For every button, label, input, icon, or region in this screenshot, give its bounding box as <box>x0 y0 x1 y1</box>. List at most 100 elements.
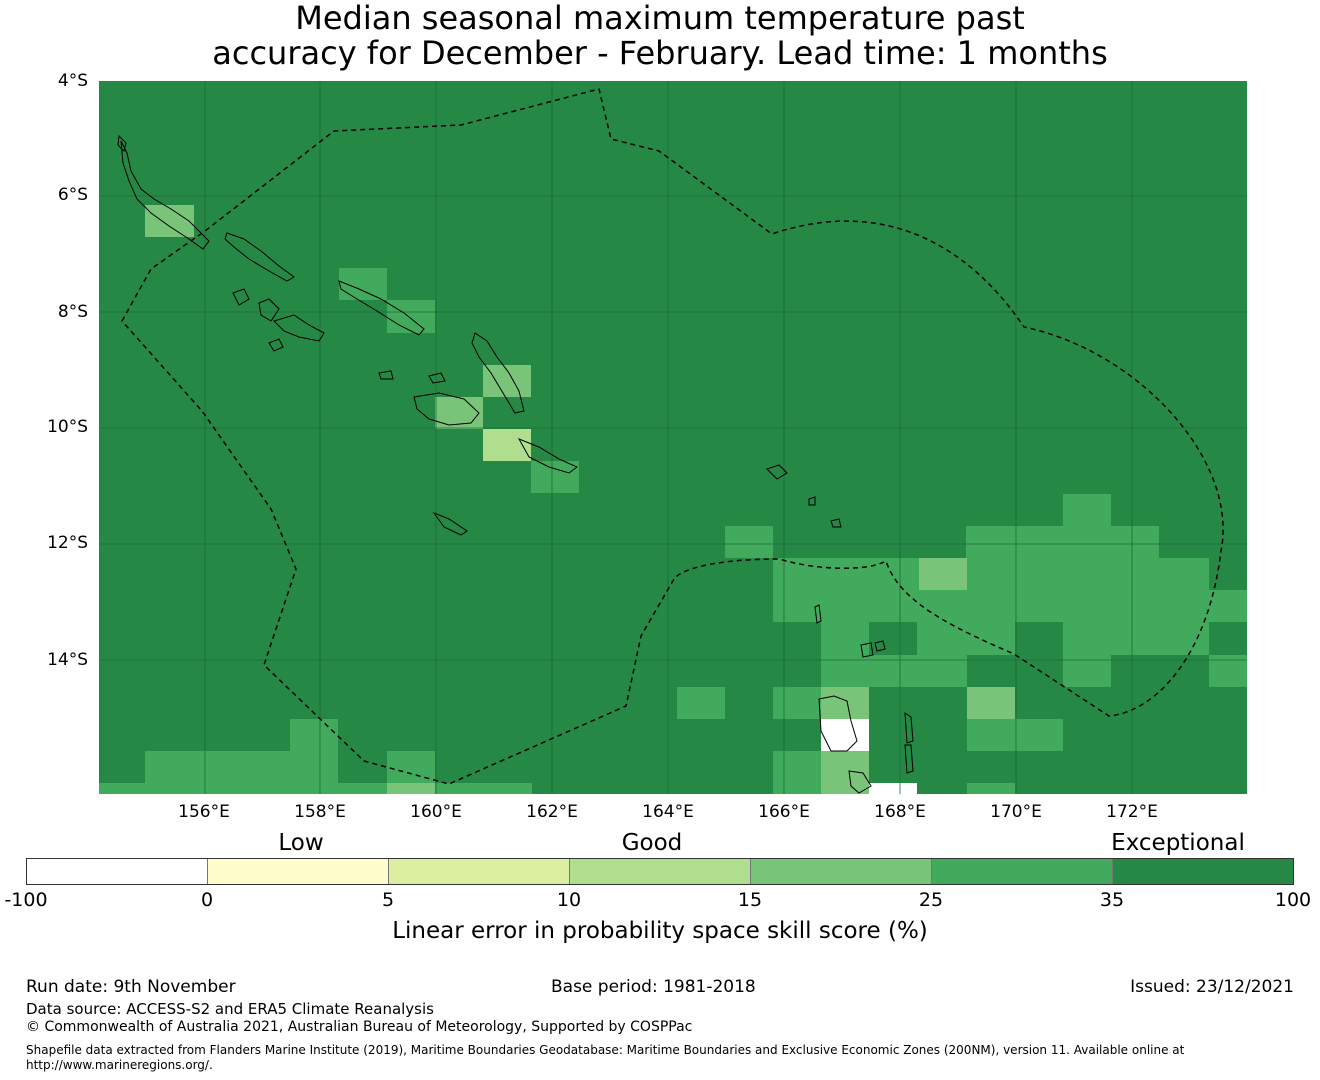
lon-label-160e: 160°E <box>410 802 462 822</box>
coast-new-georgia <box>258 298 280 322</box>
colorbar-tick: 10 <box>556 889 582 911</box>
cell <box>99 783 532 794</box>
lat-label-12s: 12°S <box>47 533 88 553</box>
skill-score-cells <box>99 205 1247 794</box>
lon-label-158e: 158°E <box>294 802 346 822</box>
cell <box>821 751 869 783</box>
cell <box>145 751 338 783</box>
coast-maewo <box>904 712 914 744</box>
cell <box>967 719 1063 751</box>
legend-category-good: Good <box>621 830 683 856</box>
gridlines <box>99 81 1247 794</box>
shapefile-credit: Shapefile data extracted from Flanders M… <box>26 1043 1185 1057</box>
colorbar-tick: -100 <box>4 889 48 911</box>
cell <box>773 687 821 719</box>
colorbar-tick: 15 <box>737 889 763 911</box>
colorbar-segment-5 <box>932 859 1113 884</box>
colorbar-segment-6 <box>1113 859 1293 884</box>
legend-category-exceptional: Exceptional <box>1111 830 1245 856</box>
coast-rennell <box>432 511 468 536</box>
coast-buka <box>117 134 127 152</box>
colorbar-tick: 35 <box>1099 889 1125 911</box>
lat-label-6s: 6°S <box>57 185 88 205</box>
colorbar-tick: 0 <box>200 889 214 911</box>
chart-title-line-2: accuracy for December - February. Lead t… <box>212 34 1108 72</box>
colorbar-segment-3 <box>570 859 751 884</box>
coastlines <box>117 134 914 794</box>
lon-label-162e: 162°E <box>526 802 578 822</box>
lat-label-10s: 10°S <box>47 417 88 437</box>
chart-title-line-1: Median seasonal maximum temperature past <box>295 0 1025 37</box>
lon-label-156e: 156°E <box>178 802 230 822</box>
cell <box>773 751 821 783</box>
colorbar-segment-1 <box>208 859 389 884</box>
cell <box>773 783 821 794</box>
coast-utupua <box>808 496 816 506</box>
coast-vanua-lava <box>874 640 886 652</box>
cell <box>387 783 435 794</box>
cell <box>967 558 1209 590</box>
coast-vella <box>232 288 250 306</box>
cell <box>821 719 869 751</box>
lon-label-166e: 166°E <box>758 802 810 822</box>
coast-torres <box>814 604 822 624</box>
data-source: Data source: ACCESS-S2 and ERA5 Climate … <box>26 1000 434 1018</box>
coast-guadalcanal <box>413 392 480 426</box>
map-background <box>99 81 1247 794</box>
coast-santa-cruz <box>766 464 788 480</box>
lon-label-172e: 172°E <box>1106 802 1158 822</box>
cell <box>290 719 338 751</box>
colorbar-label: Linear error in probability space skill … <box>392 918 928 944</box>
coast-choiseul <box>224 232 295 282</box>
cell <box>483 429 531 461</box>
cell <box>145 205 194 237</box>
cell <box>821 687 869 719</box>
cell <box>919 558 967 590</box>
lat-label-8s: 8°S <box>57 302 88 322</box>
run-date: Run date: 9th November <box>26 977 236 997</box>
colorbar <box>26 858 1294 885</box>
lon-label-164e: 164°E <box>642 802 694 822</box>
coast-gaua <box>860 642 874 658</box>
coast-florida <box>428 372 446 384</box>
cell <box>677 687 725 719</box>
issued-date: Issued: 23/12/2021 <box>1130 977 1294 997</box>
colorbar-tick: 25 <box>918 889 944 911</box>
skill-score-map <box>99 81 1247 794</box>
coast-pentecost <box>904 744 914 774</box>
lat-label-14s: 14°S <box>47 650 88 670</box>
cell <box>725 526 773 558</box>
cell <box>773 590 1247 622</box>
colorbar-segment-0 <box>27 859 208 884</box>
cell <box>821 783 869 794</box>
cell <box>773 558 919 590</box>
coast-santa-isabel <box>338 280 425 336</box>
colorbar-tick: 5 <box>381 889 395 911</box>
cell <box>821 622 869 655</box>
shapefile-url: http://www.marineregions.org/. <box>26 1058 213 1072</box>
cell <box>966 526 1159 558</box>
colorbar-segment-4 <box>751 859 932 884</box>
cell <box>967 783 1015 794</box>
coast-bougainville <box>120 140 210 250</box>
coast-russell <box>378 370 394 380</box>
coast-espiritu-santo <box>818 695 858 752</box>
cell <box>1063 494 1111 526</box>
legend-category-low: Low <box>278 830 324 856</box>
coast-malekula <box>848 770 872 794</box>
cell <box>387 300 435 333</box>
cell <box>917 622 1015 655</box>
lon-label-168e: 168°E <box>874 802 926 822</box>
coast-new-georgia-2 <box>273 314 325 342</box>
coast-malaita <box>471 332 525 414</box>
lon-label-170e: 170°E <box>990 802 1042 822</box>
colorbar-segment-2 <box>389 859 570 884</box>
cell <box>869 783 917 794</box>
colorbar-tick: 100 <box>1274 889 1312 911</box>
copyright: © Commonwealth of Australia 2021, Austra… <box>26 1019 693 1035</box>
lat-label-4s: 4°S <box>57 71 88 91</box>
coast-vanikoro <box>830 518 842 528</box>
coast-makira <box>517 438 578 474</box>
cell <box>531 461 579 493</box>
cell <box>967 687 1015 719</box>
